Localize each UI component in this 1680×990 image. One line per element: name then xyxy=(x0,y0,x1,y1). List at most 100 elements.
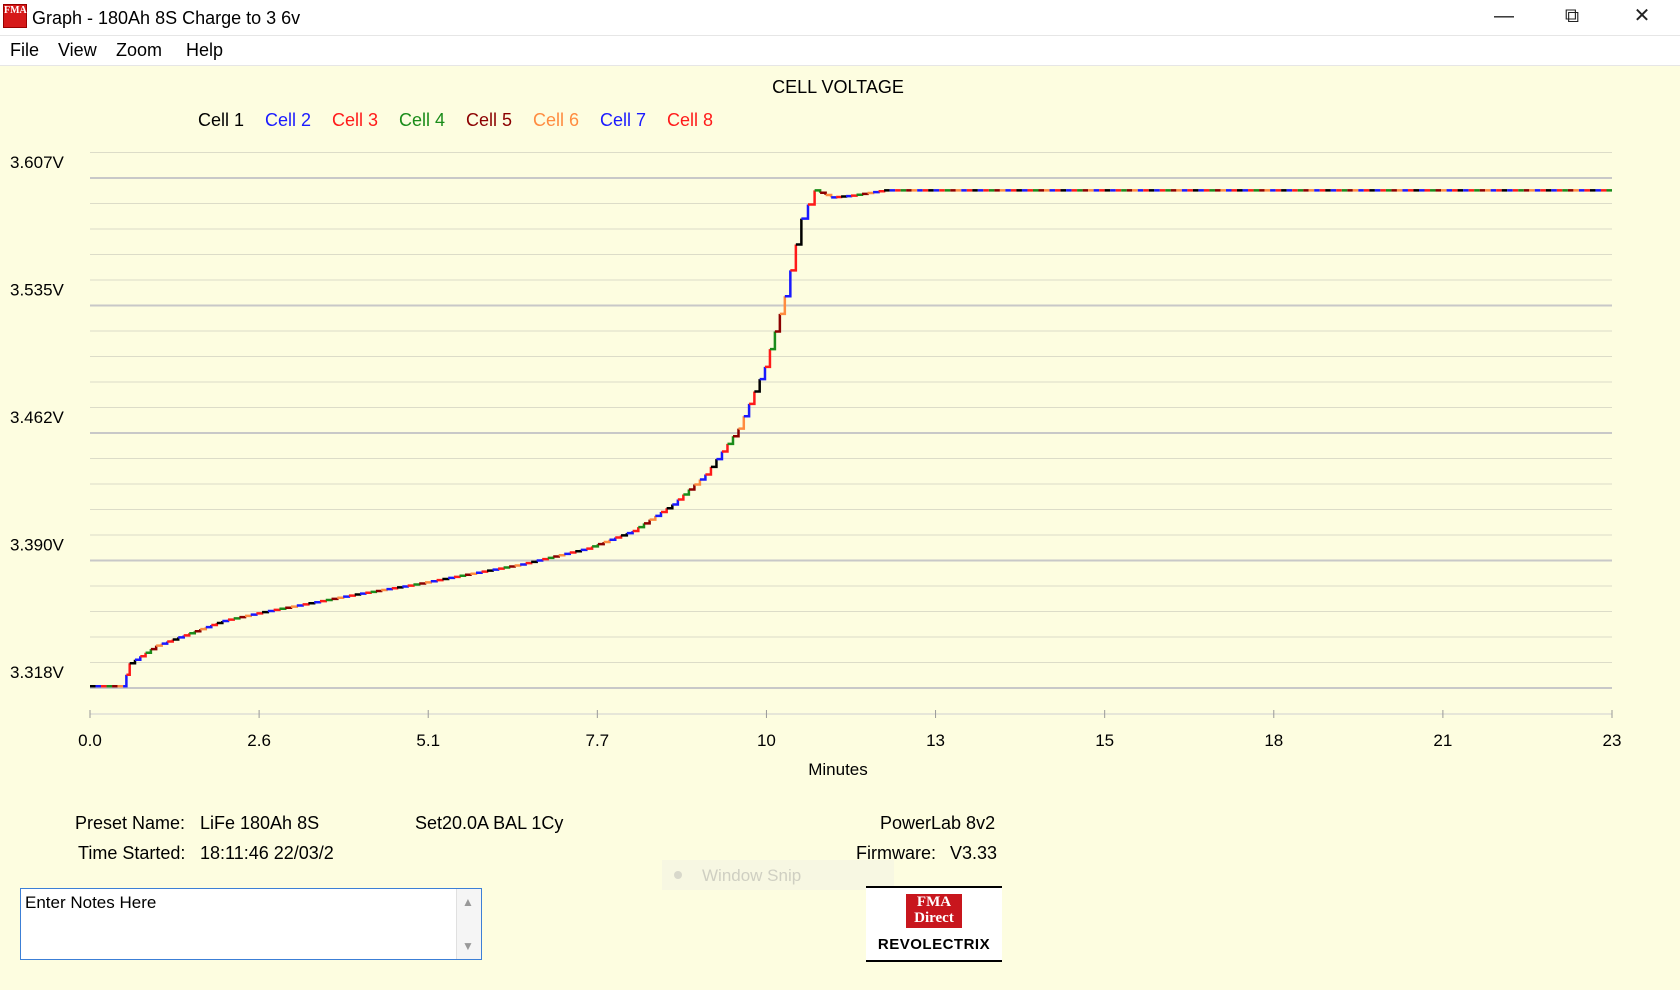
cell-voltage-segment xyxy=(319,599,327,603)
cell-voltage-segment xyxy=(643,519,651,525)
y-tick-label: 3.390V xyxy=(10,536,65,555)
cell-voltage-segment xyxy=(666,504,674,510)
cell-voltage-segment xyxy=(216,620,224,625)
notes-input[interactable]: Enter Notes Here xyxy=(23,891,457,959)
cell-voltage-segment xyxy=(413,583,421,586)
cell-voltage-segment xyxy=(178,635,185,639)
cell-voltage-segment xyxy=(710,459,718,469)
cell-voltage-segment xyxy=(459,574,467,578)
chart-panel: 3.318V 3.390V 3.462V 3.535V 3.607V 0.0 2.6 5.1 7… xyxy=(0,66,1680,806)
close-button[interactable]: ✕ xyxy=(1633,5,1651,27)
cell-voltage-segment xyxy=(126,663,131,677)
cell-voltage-segment xyxy=(721,443,729,453)
snip-label: Window Snip xyxy=(702,866,802,885)
chart-title: CELL VOLTAGE xyxy=(772,77,904,97)
legend-item: Cell 8 xyxy=(667,110,713,130)
cell-voltage-segment xyxy=(470,572,478,575)
cell-voltage-segment xyxy=(492,568,500,571)
cell-voltage-segment xyxy=(727,436,735,446)
cell-voltage-segment xyxy=(375,589,383,593)
cell-voltage-segment xyxy=(820,191,827,196)
cell-voltage-segment xyxy=(123,674,128,688)
legend-item: Cell 3 xyxy=(332,110,378,130)
cell-voltage-segment xyxy=(738,416,746,430)
cell-voltage-segment xyxy=(683,489,691,496)
cell-voltage-segment xyxy=(672,499,680,506)
cell-voltage-segment xyxy=(699,474,707,481)
cell-voltage-segment xyxy=(194,629,202,633)
cell-voltage-segment xyxy=(509,565,516,568)
x-tick-label: 7.7 xyxy=(586,731,610,750)
cell-voltage-segment xyxy=(302,603,310,606)
cell-voltage-segment xyxy=(291,605,299,608)
x-tick-label: 21 xyxy=(1433,731,1452,750)
cell-voltage-segment xyxy=(425,581,433,584)
cell-voltage-segment xyxy=(514,564,522,567)
cell-voltage-segment xyxy=(536,559,544,562)
time-value: 18:11:46 22/03/2 xyxy=(200,843,334,863)
cell-voltage-segment xyxy=(279,607,287,611)
cell-voltage-segment xyxy=(779,296,787,316)
cell-voltage-segment xyxy=(498,567,505,570)
cell-voltage-segment xyxy=(161,641,169,645)
cell-voltage-segment xyxy=(774,313,782,333)
menu-help[interactable]: Help xyxy=(186,40,224,60)
cell-voltage-segment xyxy=(239,615,247,619)
preset-label: Preset Name: xyxy=(75,813,186,833)
cell-voltage-segment xyxy=(487,569,494,572)
cell-voltage-segment xyxy=(677,494,685,501)
cell-voltage-segment xyxy=(525,561,533,565)
cell-voltage-segment xyxy=(856,193,864,197)
cell-voltage-segment xyxy=(397,586,404,589)
cell-voltage-segment xyxy=(801,204,810,220)
cell-voltage-segment xyxy=(337,596,345,600)
cell-voltage-segment xyxy=(553,555,560,558)
minimize-button[interactable]: — xyxy=(1494,5,1514,27)
legend-item: Cell 5 xyxy=(466,110,512,130)
cell-voltage-segment xyxy=(716,451,724,461)
scroll-up-icon[interactable]: ▲ xyxy=(462,895,474,909)
menu-view[interactable]: View xyxy=(58,40,97,60)
cell-voltage-segment xyxy=(354,593,362,596)
cell-voltage-segment xyxy=(348,594,356,597)
device-name: PowerLab 8v2 xyxy=(880,813,996,833)
cell-voltage-segment xyxy=(430,579,438,583)
menu-zoom[interactable]: Zoom xyxy=(116,40,163,60)
cell-voltage-segment xyxy=(386,587,394,591)
cell-voltage-segment xyxy=(308,602,316,605)
cell-voltage-segment xyxy=(331,597,339,601)
cell-voltage-segment xyxy=(481,570,489,573)
menu-file[interactable]: File xyxy=(10,40,40,60)
window-title: Graph - 180Ah 8S Charge to 3 6v xyxy=(32,8,301,28)
legend-item: Cell 6 xyxy=(533,110,579,130)
fma-logo: FMA Direct REVOLECTRIX xyxy=(866,886,1002,962)
cell-voltage-segment xyxy=(790,244,798,272)
cell-voltage-segment xyxy=(448,576,456,580)
cell-voltage-segment xyxy=(632,527,640,533)
cell-voltage-segment xyxy=(531,560,538,564)
cell-voltage-segment xyxy=(603,539,611,544)
cell-voltage-segment xyxy=(183,633,191,637)
maximize-button[interactable]: ⧉ xyxy=(1564,5,1580,27)
x-tick-label: 13 xyxy=(926,731,945,750)
x-tick-label: 5.1 xyxy=(416,731,440,750)
cell-voltage-segment xyxy=(167,639,174,643)
firmware-value: V3.33 xyxy=(950,843,998,863)
y-tick-label: 3.535V xyxy=(10,281,65,300)
cell-voltage-segment xyxy=(140,652,147,658)
scroll-down-icon[interactable]: ▼ xyxy=(462,939,474,953)
cell-voltage-segment xyxy=(296,604,304,607)
title-bar: FMA Graph - 180Ah 8S Charge to 3 6v — ⧉ … xyxy=(0,0,1680,36)
cell-voltage-segment xyxy=(520,563,527,566)
notes-scrollbar[interactable]: ▲ ▼ xyxy=(456,889,481,959)
window-snip-overlay: Window Snip xyxy=(662,860,894,890)
cell-voltage-segment xyxy=(807,190,816,206)
cell-voltage-segment xyxy=(825,193,833,198)
notes-box: Enter Notes Here ▲ ▼ xyxy=(20,888,482,960)
cell-voltage-segment xyxy=(795,218,803,246)
cell-voltage-segment xyxy=(262,610,270,614)
cell-voltage-segment xyxy=(453,575,461,579)
cell-voltage-segment xyxy=(759,366,767,381)
x-tick-label: 10 xyxy=(757,731,776,750)
cell-voltage-segment xyxy=(649,515,657,521)
